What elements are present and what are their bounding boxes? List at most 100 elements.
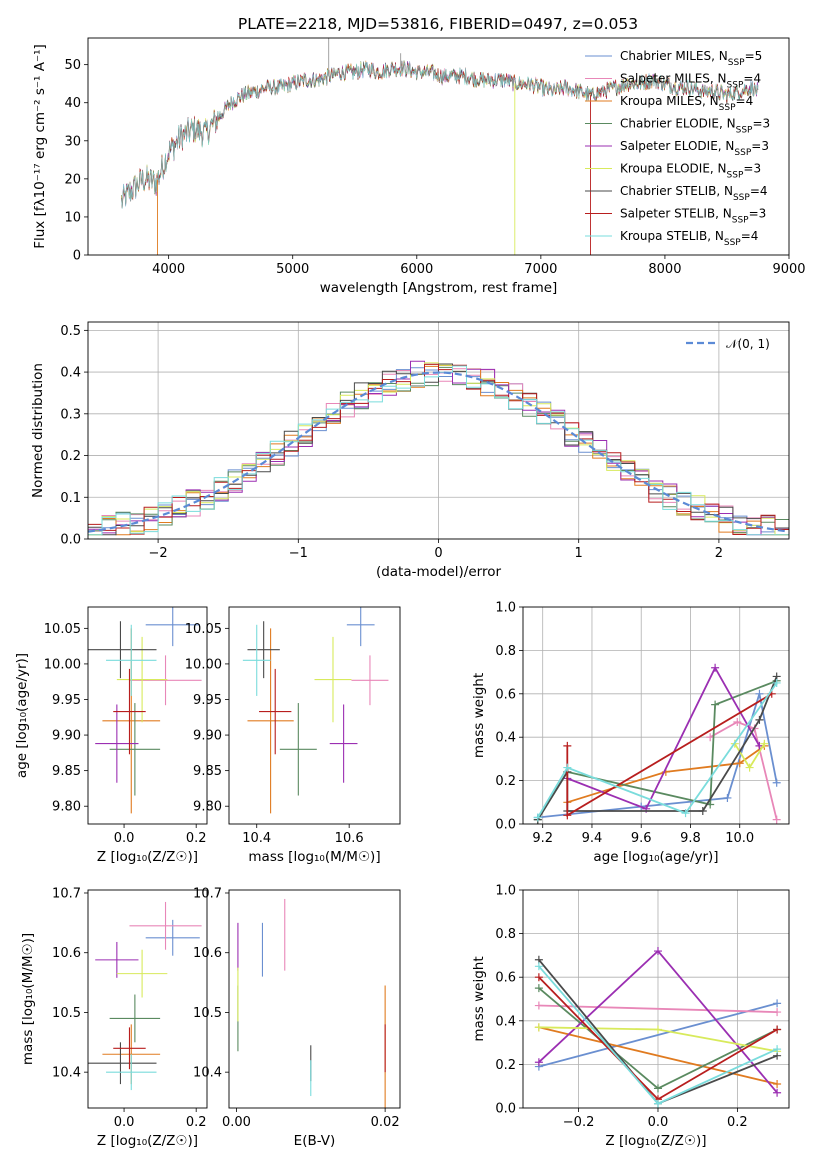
axes-frame [87,321,790,540]
data-point-marker [735,759,744,768]
axes-frame [228,889,401,1109]
data-point-marker [772,678,781,687]
series-line [538,1002,778,1068]
y-tick-label: 0.4 [495,731,516,746]
legend-label: Chabrier ELODIE, NSSP=3 [620,117,770,136]
data-point-marker [773,1080,782,1089]
y-axis-label: mass weight [471,956,487,1041]
y-tick-label: 0.4 [60,366,81,381]
y-tick-label: 30 [64,134,81,149]
data-point-marker [653,1084,662,1093]
data-point-marker [745,763,754,772]
y-axis-label: mass [log₁₀(M/M☉)] [20,933,36,1065]
y-tick-label: 9.80 [193,800,222,815]
y-tick-label: 9.90 [52,729,81,744]
panel-age-vs-Z: 0.0 0.2 9.80 9.85 9.90 9.95 10.00 10.05 Z [log₁₀… [14,606,208,865]
series-line [537,682,778,818]
y-tick-label: 10.4 [52,1066,81,1081]
spectrum-line [121,61,759,209]
x-tick-label: −2 [149,546,168,561]
panel-residuals: −2 −1 0 1 2 0.0 0.1 0.2 0.3 0.4 0.5 (data-model)/er… [30,321,790,580]
y-tick-label: 0.0 [495,1102,516,1117]
normal-curve [88,371,789,533]
data-point-marker [733,718,742,727]
y-tick-label: 40 [64,96,81,111]
y-tick-label: 0.4 [495,1014,516,1029]
x-tick-label: 7000 [524,262,557,277]
axes-frame [228,606,401,825]
x-tick-label: 9.4 [582,831,603,846]
legend-label: Chabrier MILES, NSSP=5 [620,49,762,68]
data-point-marker [534,962,543,971]
panel-mass-weight-vs-age: 9.2 9.4 9.6 9.8 10.0 0.0 0.2 0.4 0.6 0.8 1.0 age [l… [471,601,790,865]
y-axis-label: age [log₁₀(age/yr)] [14,653,30,778]
series-line [566,665,761,810]
plot-area-mass-weight-vs-age [523,607,789,824]
y-tick-label: 9.90 [193,729,222,744]
panel-mass-vs-ebv: 0.00 0.02 10.4 10.5 10.6 10.7 E(B-V) [193,886,401,1149]
x-axis-label: age [log₁₀(age/yr)] [593,849,718,865]
legend-label: Kroupa STELIB, NSSP=4 [620,229,758,248]
data-point-marker [534,984,543,993]
x-axis-label: mass [log₁₀(M/M☉)] [248,849,380,865]
plot-area-mass-vs-Z [88,901,202,1091]
y-axis-label: Flux [fλ10⁻¹⁷ erg cm⁻² s⁻¹ A⁻¹] [32,44,48,249]
y-tick-label: 10.5 [52,1006,81,1021]
y-tick-label: 10.00 [44,657,81,672]
y-tick-label: 0.1 [60,491,81,506]
panel-age-vs-mass: 10.4 10.6 9.80 9.85 9.90 9.95 10.00 10.05 mass [… [185,606,401,865]
x-axis-label: E(B-V) [294,1133,336,1149]
data-point-marker [760,739,769,748]
data-point-marker [772,778,781,787]
y-tick-label: 0.2 [60,449,81,464]
y-tick-label: 10 [64,210,81,225]
y-tick-label: 10.5 [193,1006,222,1021]
axes-frame [87,889,208,1109]
data-point-marker [755,689,764,698]
data-point-marker [653,1099,662,1108]
plot-area-age-vs-mass [242,607,389,814]
panel-mass-weight-vs-Z: −0.2 0.0 0.2 0.0 0.2 0.4 0.6 0.8 1.0 Z [log₁₀(Z/Z… [471,884,790,1149]
data-point-marker [534,1058,543,1067]
x-tick-label: 4000 [152,262,185,277]
y-tick-label: 0.0 [495,818,516,833]
x-tick-label: 9.2 [532,831,553,846]
x-tick-label: 9.6 [631,831,652,846]
x-tick-label: 0.02 [371,1115,400,1130]
x-tick-label: 0.0 [114,831,135,846]
data-point-marker [653,1025,662,1034]
x-tick-label: 0.2 [727,1115,748,1130]
x-axis-label: Z [log₁₀(Z/Z☉)] [605,1133,706,1149]
y-tick-label: 0 [73,249,81,264]
x-tick-label: 9000 [772,262,805,277]
panel-mass-vs-Z: 0.0 0.2 10.4 10.5 10.6 10.7 Z [log₁₀(Z/Z☉)] mas… [20,886,208,1149]
y-tick-label: 9.85 [52,764,81,779]
series-line [709,721,778,820]
plot-area-residuals [88,322,789,539]
y-tick-label: 10.7 [193,886,222,901]
legend-label: Salpeter STELIB, NSSP=3 [620,207,766,226]
y-axis-label: mass weight [471,673,487,758]
y-tick-label: 0.0 [60,533,81,548]
data-point-marker [563,741,572,750]
y-tick-label: 20 [64,172,81,187]
data-point-marker [533,813,542,822]
y-tick-label: 0.5 [60,324,81,339]
data-point-marker [755,715,764,724]
y-tick-label: 0.3 [60,407,81,422]
panel-spectrum: 4000 5000 6000 7000 8000 9000 0 10 20 30 40 50 wavel… [32,37,806,296]
y-tick-label: 0.8 [495,644,516,659]
y-tick-label: 1.0 [495,884,516,899]
x-tick-label: 10.4 [242,831,271,846]
x-tick-label: 10.6 [335,831,364,846]
data-point-marker [773,1045,782,1054]
histogram-step [88,365,789,536]
data-point-marker [534,973,543,982]
x-tick-label: −0.2 [563,1115,595,1130]
y-tick-label: 1.0 [495,601,516,616]
y-tick-label: 0.6 [495,687,516,702]
y-tick-label: 9.80 [52,800,81,815]
plot-area-spectrum [121,38,759,255]
data-point-marker [653,947,662,956]
